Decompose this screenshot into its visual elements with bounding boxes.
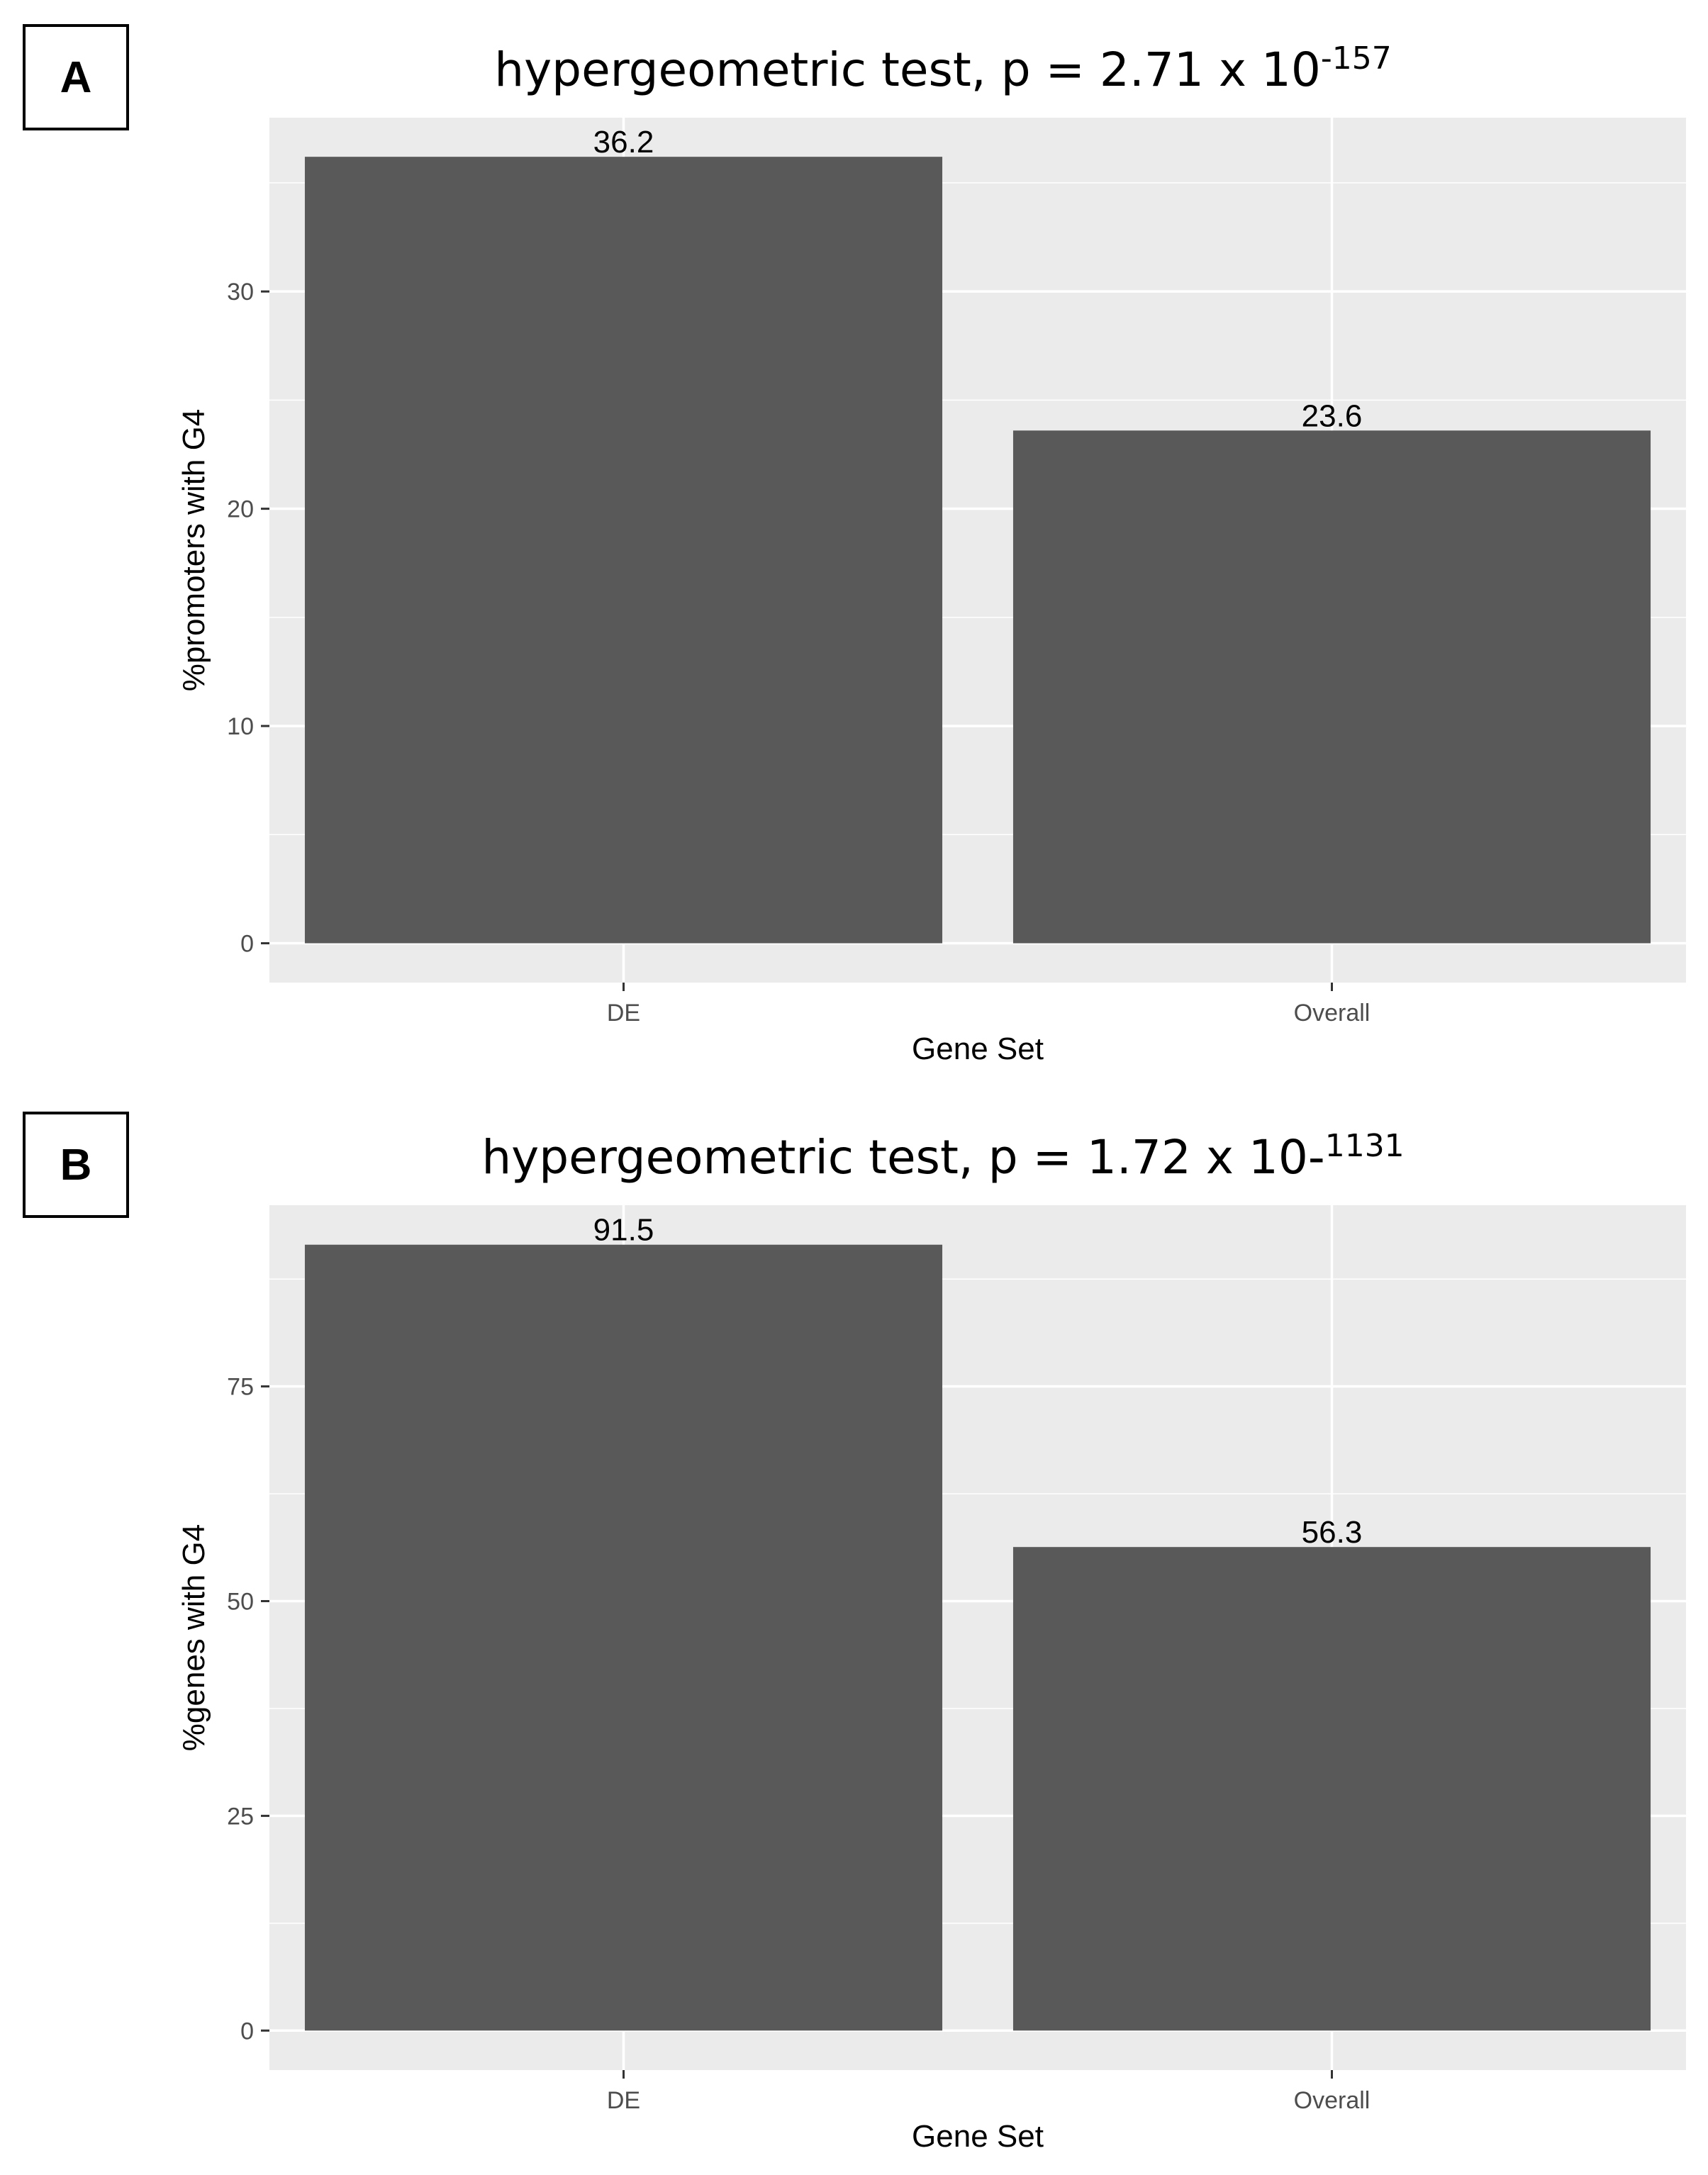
bar-value-label: 56.3 [1302, 1515, 1363, 1550]
bar-de [304, 157, 943, 944]
bar-value-label: 91.5 [593, 1213, 654, 1248]
x-axis-title: Gene Set [912, 2119, 1044, 2154]
panel-label: B [60, 1140, 92, 1190]
panel-label: A [60, 52, 92, 102]
bar-chart-a: 36.2 23.6 0 10 20 30 DE Overall Gene Set %promote… [177, 118, 1686, 1066]
x-tick-label: Overall [1294, 1000, 1371, 1027]
chart-title-text: hypergeometric test, p = 1.72 x 10- [481, 1130, 1325, 1185]
y-tick-label: 0 [240, 2018, 254, 2045]
y-tick-label: 25 [227, 1803, 254, 1830]
bar-value-label: 36.2 [593, 125, 654, 160]
y-tick-label: 30 [227, 279, 254, 306]
panel-label-box: B [23, 1112, 129, 1218]
x-axis-title: Gene Set [912, 1031, 1044, 1066]
y-tick-label: 75 [227, 1374, 254, 1401]
chart-title-text: hypergeometric test, p = 2.71 x 10 [494, 43, 1321, 97]
chart-title-exponent: 1131 [1324, 1127, 1405, 1164]
bar-chart-b: 91.5 56.3 0 25 50 75 DE Overall Gene Set %genes w… [177, 1205, 1686, 2154]
y-tick-label: 0 [240, 931, 254, 958]
bar-de [304, 1244, 943, 2031]
y-axis-title: %promoters with G4 [177, 409, 211, 692]
x-tick-label: DE [607, 1000, 640, 1027]
x-tick-label: DE [607, 2087, 640, 2114]
x-tick-label: Overall [1294, 2087, 1371, 2114]
chart-title: hypergeometric test, p = 1.72 x 10-1131 [269, 1130, 1617, 1181]
chart-title-exponent: -157 [1320, 40, 1392, 77]
bar-value-label: 23.6 [1302, 398, 1363, 433]
panel-label-box: A [23, 24, 129, 130]
y-tick-label: 50 [227, 1589, 254, 1616]
chart-panel-b: B hypergeometric test, p = 1.72 x 10-113… [0, 1088, 1708, 2175]
chart-title: hypergeometric test, p = 2.71 x 10-157 [269, 43, 1617, 94]
y-axis-title: %genes with G4 [177, 1524, 211, 1751]
y-tick-label: 20 [227, 496, 254, 523]
bar-overall [1012, 1547, 1651, 2031]
bar-overall [1012, 430, 1651, 944]
chart-panel-a: A hypergeometric test, p = 2.71 x 10-157… [23, 24, 1686, 1066]
y-tick-label: 10 [227, 713, 254, 740]
